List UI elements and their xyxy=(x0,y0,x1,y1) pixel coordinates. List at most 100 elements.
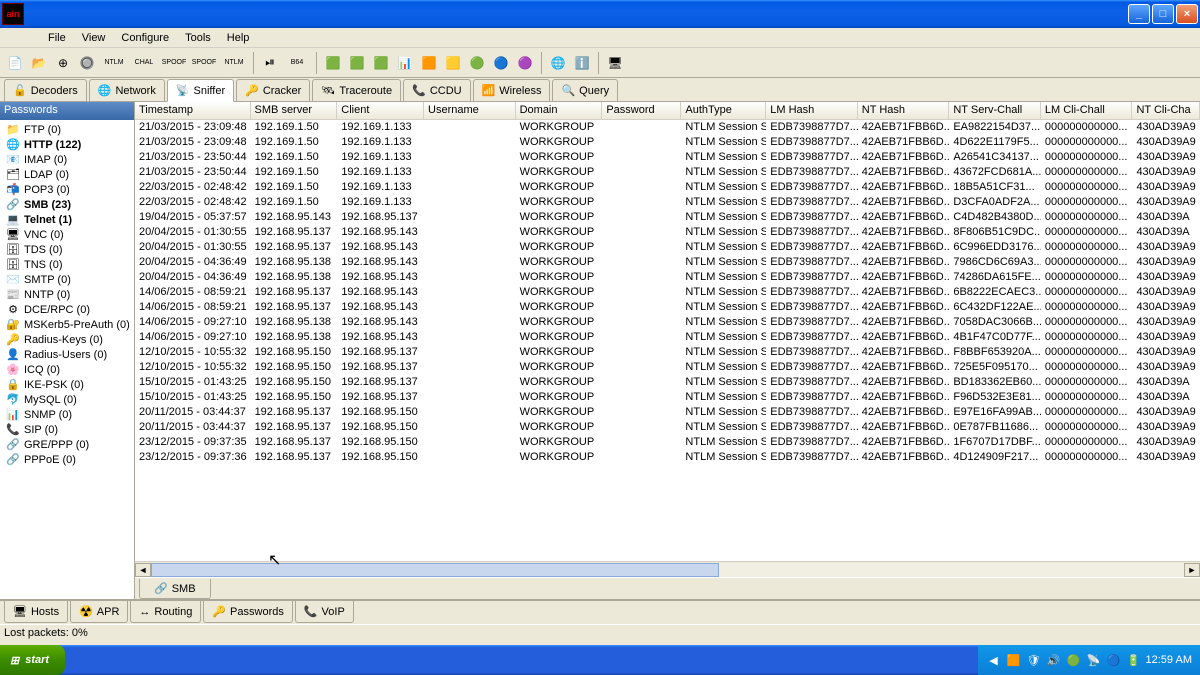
tray-icon-7[interactable]: 🔋 xyxy=(1126,652,1142,668)
tab-sniffer[interactable]: 📡Sniffer xyxy=(167,79,234,102)
sidebar-item-mysql[interactable]: 🐬MySQL (0) xyxy=(0,392,134,407)
table-row[interactable]: 21/03/2015 - 23:09:48192.169.1.50192.169… xyxy=(135,120,1200,135)
toolbar-button-11[interactable]: B64 xyxy=(283,52,311,74)
table-row[interactable]: 22/03/2015 - 02:48:42192.169.1.50192.169… xyxy=(135,195,1200,210)
tray-icon-2[interactable]: 🛡 xyxy=(1026,652,1042,668)
horizontal-scrollbar[interactable]: ◄ ► xyxy=(135,561,1200,577)
scroll-left-arrow[interactable]: ◄ xyxy=(135,563,151,577)
sidebar-item-pop3[interactable]: 📬POP3 (0) xyxy=(0,182,134,197)
table-row[interactable]: 14/06/2015 - 09:27:10192.168.95.138192.1… xyxy=(135,315,1200,330)
column-header-lm-hash[interactable]: LM Hash xyxy=(766,102,858,119)
table-row[interactable]: 14/06/2015 - 09:27:10192.168.95.138192.1… xyxy=(135,330,1200,345)
sidebar-item-telnet[interactable]: 💻Telnet (1) xyxy=(0,212,134,227)
toolbar-button-4[interactable]: NTLM xyxy=(100,52,128,74)
bottom-tab-hosts[interactable]: 🖥Hosts xyxy=(4,601,68,623)
table-row[interactable]: 22/03/2015 - 02:48:42192.169.1.50192.169… xyxy=(135,180,1200,195)
tab-network[interactable]: 🌐Network xyxy=(89,79,165,101)
column-header-client[interactable]: Client xyxy=(337,102,424,119)
sidebar-item-smtp[interactable]: ✉️SMTP (0) xyxy=(0,272,134,287)
table-row[interactable]: 23/12/2015 - 09:37:35192.168.95.137192.1… xyxy=(135,435,1200,450)
tab-cracker[interactable]: 🔑Cracker xyxy=(236,79,310,101)
sidebar-item-pppoe[interactable]: 🔗PPPoE (0) xyxy=(0,452,134,467)
toolbar-button-7[interactable]: SPOOF xyxy=(190,52,218,74)
table-row[interactable]: 14/06/2015 - 08:59:21192.168.95.137192.1… xyxy=(135,285,1200,300)
toolbar-button-20[interactable]: 🔵 xyxy=(490,52,512,74)
table-row[interactable]: 20/04/2015 - 01:30:55192.168.95.137192.1… xyxy=(135,225,1200,240)
table-row[interactable]: 19/04/2015 - 05:37:57192.168.95.143192.1… xyxy=(135,210,1200,225)
sidebar-item-radius-keys[interactable]: 🔑Radius-Keys (0) xyxy=(0,332,134,347)
sidebar-item-icq[interactable]: 🌸ICQ (0) xyxy=(0,362,134,377)
toolbar-button-15[interactable]: 🟩 xyxy=(370,52,392,74)
column-header-smb-server[interactable]: SMB server xyxy=(251,102,338,119)
column-header-nt-hash[interactable]: NT Hash xyxy=(858,102,950,119)
toolbar-button-13[interactable]: 🟩 xyxy=(322,52,344,74)
tray-icon-5[interactable]: 📡 xyxy=(1086,652,1102,668)
toolbar-button-1[interactable]: 📂 xyxy=(28,52,50,74)
menu-help[interactable]: Help xyxy=(219,30,258,46)
scroll-right-arrow[interactable]: ► xyxy=(1184,563,1200,577)
column-header-authtype[interactable]: AuthType xyxy=(681,102,766,119)
sidebar-item-tds[interactable]: 🗄TDS (0) xyxy=(0,242,134,257)
toolbar-button-17[interactable]: 🟧 xyxy=(418,52,440,74)
bottom-tab-voip[interactable]: 📞VoIP xyxy=(295,601,354,623)
subtab-smb[interactable]: 🔗 SMB xyxy=(139,579,211,599)
minimize-button[interactable]: _ xyxy=(1128,4,1150,24)
sidebar-item-gre/ppp[interactable]: 🔗GRE/PPP (0) xyxy=(0,437,134,452)
tab-query[interactable]: 🔍Query xyxy=(552,79,618,101)
scroll-thumb[interactable] xyxy=(151,563,719,577)
tray-icon-1[interactable]: 🟧 xyxy=(1006,652,1022,668)
tray-icon-6[interactable]: 🔵 xyxy=(1106,652,1122,668)
table-row[interactable]: 20/11/2015 - 03:44:37192.168.95.137192.1… xyxy=(135,405,1200,420)
tab-ccdu[interactable]: 📞CCDU xyxy=(403,79,470,101)
system-tray[interactable]: ◀🟧🛡🔊🟢📡🔵🔋12:59 AM xyxy=(978,645,1200,675)
column-header-password[interactable]: Password xyxy=(602,102,681,119)
table-row[interactable]: 21/03/2015 - 23:09:48192.169.1.50192.169… xyxy=(135,135,1200,150)
tab-decoders[interactable]: 🔓Decoders xyxy=(4,79,87,101)
toolbar-button-23[interactable]: 🌐 xyxy=(547,52,569,74)
column-header-timestamp[interactable]: Timestamp xyxy=(135,102,251,119)
grid-body[interactable]: 21/03/2015 - 23:09:48192.169.1.50192.169… xyxy=(135,120,1200,561)
table-row[interactable]: 15/10/2015 - 01:43:25192.168.95.150192.1… xyxy=(135,375,1200,390)
start-button[interactable]: ⊞ start xyxy=(0,645,65,675)
toolbar-button-2[interactable]: ⊕ xyxy=(52,52,74,74)
sidebar-item-dce/rpc[interactable]: ⚙DCE/RPC (0) xyxy=(0,302,134,317)
table-row[interactable]: 23/12/2015 - 09:37:36192.168.95.137192.1… xyxy=(135,450,1200,465)
menu-view[interactable]: View xyxy=(74,30,114,46)
column-header-lm-cli-chall[interactable]: LM Cli-Chall xyxy=(1041,102,1133,119)
tray-icon-0[interactable]: ◀ xyxy=(986,652,1002,668)
scroll-track[interactable] xyxy=(151,563,1184,577)
toolbar-button-19[interactable]: 🟢 xyxy=(466,52,488,74)
table-row[interactable]: 21/03/2015 - 23:50:44192.169.1.50192.169… xyxy=(135,150,1200,165)
sidebar-item-smb[interactable]: 🔗SMB (23) xyxy=(0,197,134,212)
column-header-nt-serv-chall[interactable]: NT Serv-Chall xyxy=(949,102,1041,119)
sidebar-item-vnc[interactable]: 🖥VNC (0) xyxy=(0,227,134,242)
bottom-tab-routing[interactable]: ↔Routing xyxy=(130,601,201,623)
table-row[interactable]: 14/06/2015 - 08:59:21192.168.95.137192.1… xyxy=(135,300,1200,315)
sidebar-item-http[interactable]: 🌐HTTP (122) xyxy=(0,137,134,152)
sidebar-item-ftp[interactable]: 📁FTP (0) xyxy=(0,122,134,137)
toolbar-button-24[interactable]: ℹ️ xyxy=(571,52,593,74)
toolbar-button-10[interactable]: ⏯ xyxy=(259,52,281,74)
menu-configure[interactable]: Configure xyxy=(113,30,177,46)
sidebar-item-mskerb5-preauth[interactable]: 🔐MSKerb5-PreAuth (0) xyxy=(0,317,134,332)
maximize-button[interactable]: □ xyxy=(1152,4,1174,24)
tab-traceroute[interactable]: 🛰Traceroute xyxy=(312,79,401,101)
column-header-nt-cli-cha[interactable]: NT Cli-Cha xyxy=(1132,102,1200,119)
table-row[interactable]: 20/04/2015 - 01:30:55192.168.95.137192.1… xyxy=(135,240,1200,255)
tray-icon-4[interactable]: 🟢 xyxy=(1066,652,1082,668)
column-header-username[interactable]: Username xyxy=(424,102,516,119)
sidebar-item-snmp[interactable]: 📊SNMP (0) xyxy=(0,407,134,422)
sidebar-item-ldap[interactable]: 🗂LDAP (0) xyxy=(0,167,134,182)
menu-tools[interactable]: Tools xyxy=(177,30,219,46)
sidebar-item-tns[interactable]: 🗄TNS (0) xyxy=(0,257,134,272)
table-row[interactable]: 12/10/2015 - 10:55:32192.168.95.150192.1… xyxy=(135,345,1200,360)
table-row[interactable]: 20/04/2015 - 04:36:49192.168.95.138192.1… xyxy=(135,255,1200,270)
toolbar-button-14[interactable]: 🟩 xyxy=(346,52,368,74)
table-row[interactable]: 20/11/2015 - 03:44:37192.168.95.137192.1… xyxy=(135,420,1200,435)
toolbar-button-21[interactable]: 🟣 xyxy=(514,52,536,74)
toolbar-button-16[interactable]: 📊 xyxy=(394,52,416,74)
menu-file[interactable]: File xyxy=(40,30,74,46)
toolbar-button-8[interactable]: NTLM xyxy=(220,52,248,74)
table-row[interactable]: 15/10/2015 - 01:43:25192.168.95.150192.1… xyxy=(135,390,1200,405)
column-header-domain[interactable]: Domain xyxy=(516,102,603,119)
